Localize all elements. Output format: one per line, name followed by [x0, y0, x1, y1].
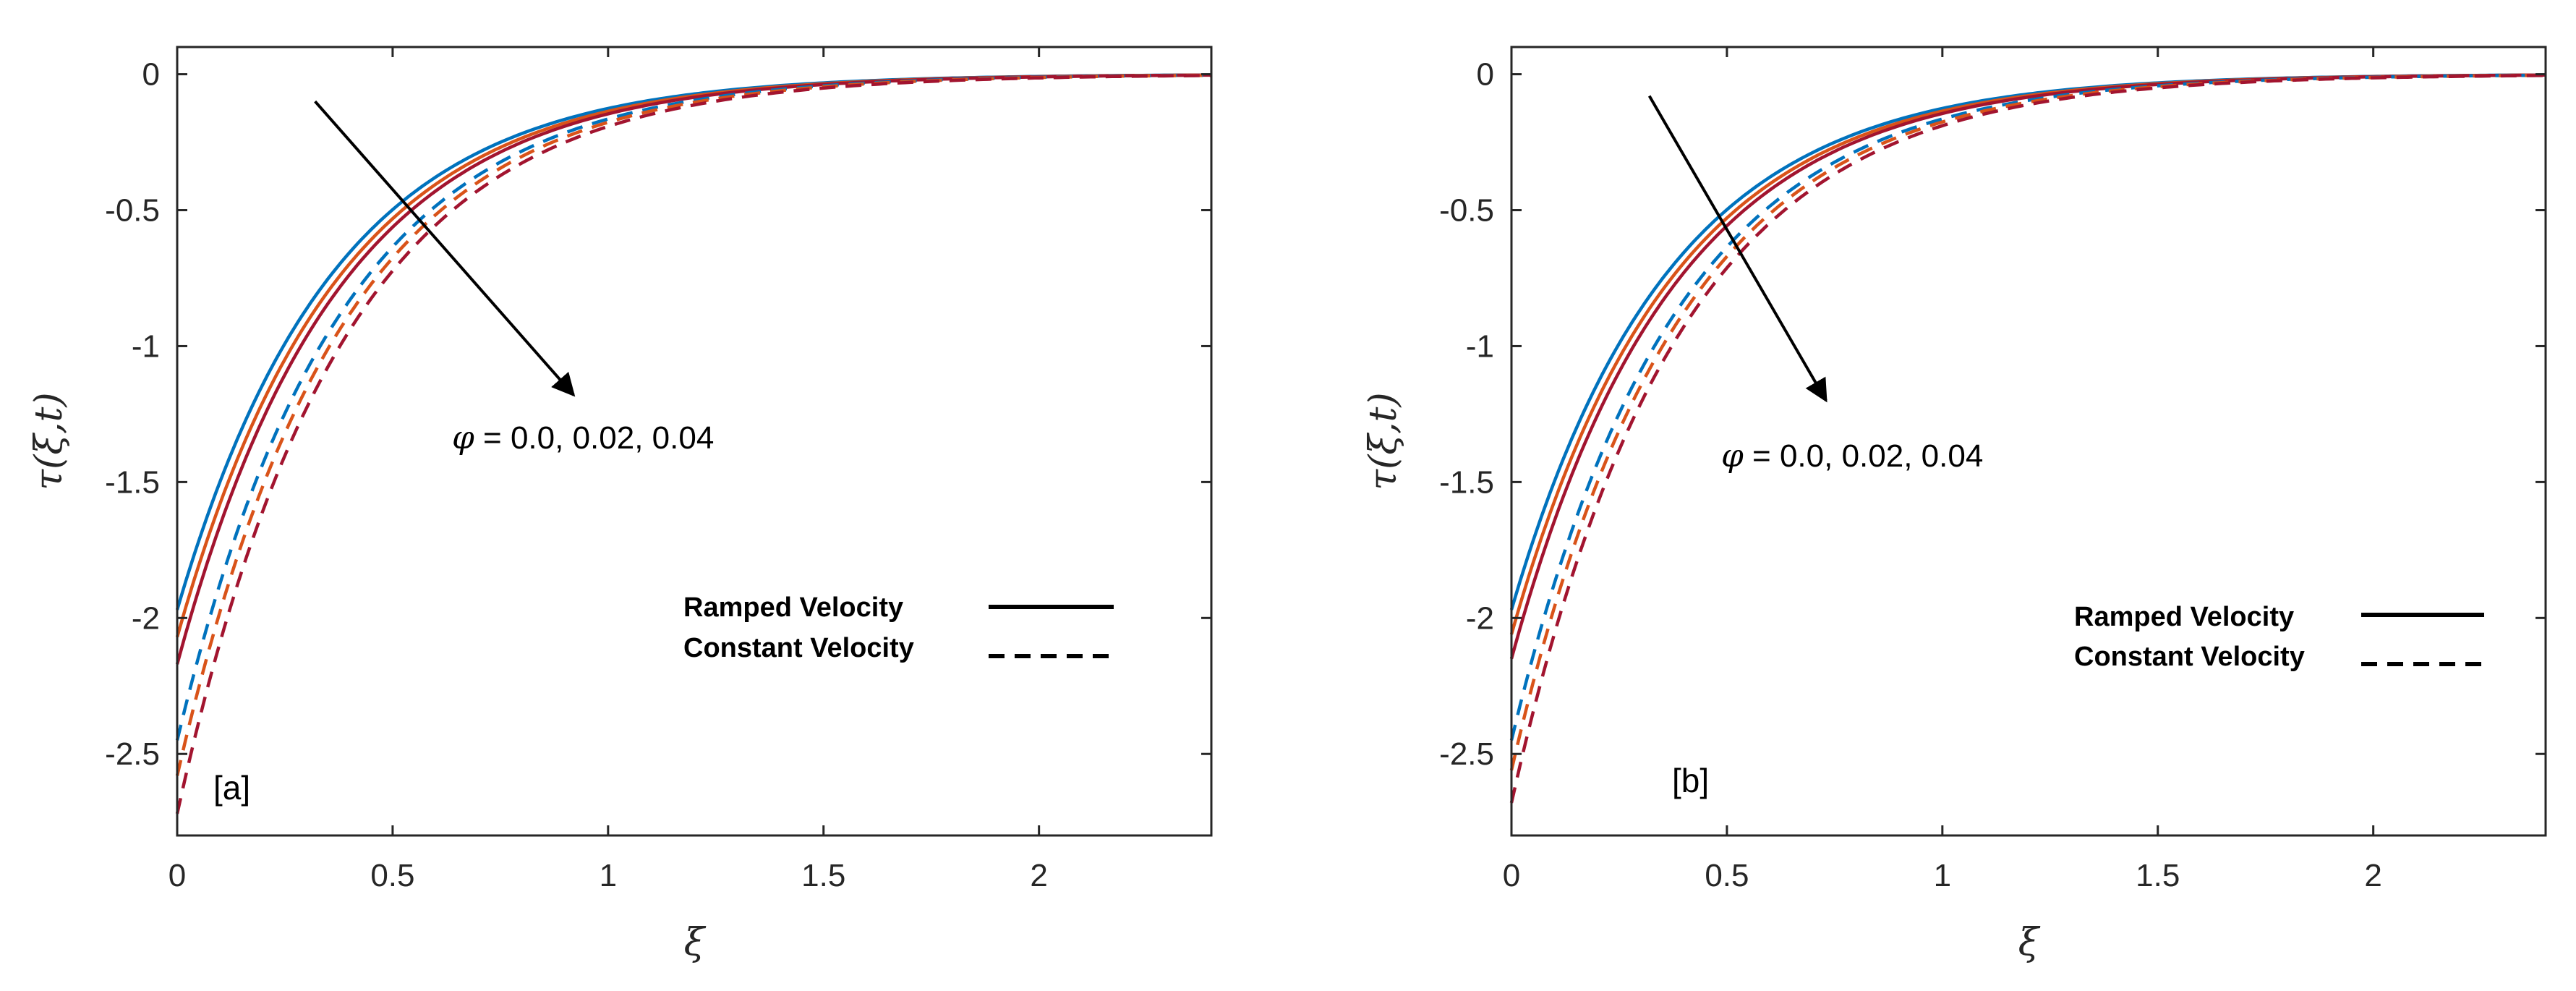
y-tick-label: -0.5 — [105, 193, 160, 229]
x-axis-label: ξ — [684, 921, 707, 964]
x-tick-label: 2 — [1030, 858, 1047, 893]
y-tick-label: 0 — [1477, 57, 1494, 93]
y-tick-label: 0 — [142, 57, 160, 93]
y-tick-label: -2.5 — [105, 736, 160, 772]
series-line — [175, 73, 1211, 611]
x-tick-label: 1 — [600, 858, 617, 893]
phi-values: = 0.0, 0.02, 0.04 — [474, 420, 714, 456]
y-tick-label: -2.5 — [1439, 736, 1494, 772]
y-tick-label: -0.5 — [1439, 193, 1494, 229]
legend-label-ramped: Ramped Velocity — [683, 592, 903, 623]
panel-a: 0 0.5 1 1.5 20-0.5-1-1.5-2-2.5 ξ τ(ξ,t) [a] … — [27, 46, 1213, 964]
phi-annotation: φ = 0.0, 0.02, 0.04 — [1721, 438, 1983, 475]
phi-symbol: φ — [1721, 438, 1744, 475]
x-tick-label: 0.5 — [370, 858, 414, 893]
series-line — [1509, 73, 2546, 660]
axes-box — [176, 46, 1213, 837]
tick-layer: 0 0.5 1 1.5 2 0 -0.5 -1 -1.5 -2 -2.5 — [105, 47, 1211, 893]
plot-marks — [175, 73, 1212, 815]
y-tick-label: -2 — [132, 600, 160, 636]
series-line — [175, 74, 1211, 815]
y-tick-label: -1.5 — [105, 464, 160, 500]
panel-b: 0 0.5 1 1.5 20-0.5-1-1.5-2-2.5 ξ τ(ξ,t) [b] … — [1362, 46, 2547, 964]
annotation-arrow — [1647, 95, 1827, 403]
panel-label: [b] — [1672, 762, 1709, 799]
x-tick-label: 0 — [1503, 858, 1520, 893]
x-tick-label: 0 — [169, 858, 186, 893]
axes-box — [1510, 46, 2547, 837]
x-tick-label: 1.5 — [2136, 858, 2180, 893]
panel-label: [a] — [213, 769, 250, 807]
y-axis-label: τ(ξ,t) — [1362, 392, 1405, 490]
x-tick-label: 1 — [1934, 858, 1951, 893]
x-tick-label: 1.5 — [801, 858, 845, 893]
y-tick-label: -1.5 — [1439, 464, 1494, 500]
series-line — [175, 73, 1212, 638]
legend: Ramped Velocity Constant Velocity — [683, 592, 1114, 663]
legend-label-constant: Constant Velocity — [683, 633, 914, 663]
x-tick-label: 0.5 — [1705, 858, 1749, 893]
tick-layer: 0 0.5 1 1.5 2 0 -0.5 -1 -1.5 -2 -2.5 — [1439, 47, 2546, 893]
series-line — [175, 73, 1212, 665]
phi-values: = 0.0, 0.02, 0.04 — [1744, 438, 1983, 474]
x-axis-label: ξ — [2018, 921, 2041, 964]
y-tick-label: -2 — [1466, 600, 1494, 636]
plot-marks — [1509, 73, 2546, 804]
x-tick-label: 2 — [2364, 858, 2381, 893]
phi-annotation: φ = 0.0, 0.02, 0.04 — [452, 420, 714, 456]
legend-label-constant: Constant Velocity — [2074, 642, 2305, 672]
series-line — [1509, 74, 2546, 804]
series-line — [1509, 73, 2546, 741]
legend-label-ramped: Ramped Velocity — [2074, 602, 2294, 632]
y-tick-label: -1 — [132, 328, 160, 364]
phi-symbol: φ — [452, 420, 474, 456]
y-axis-label: τ(ξ,t) — [27, 392, 71, 490]
legend: Ramped Velocity Constant Velocity — [2074, 602, 2484, 672]
y-tick-label: -1 — [1466, 328, 1494, 364]
annotation-arrow — [314, 100, 576, 397]
